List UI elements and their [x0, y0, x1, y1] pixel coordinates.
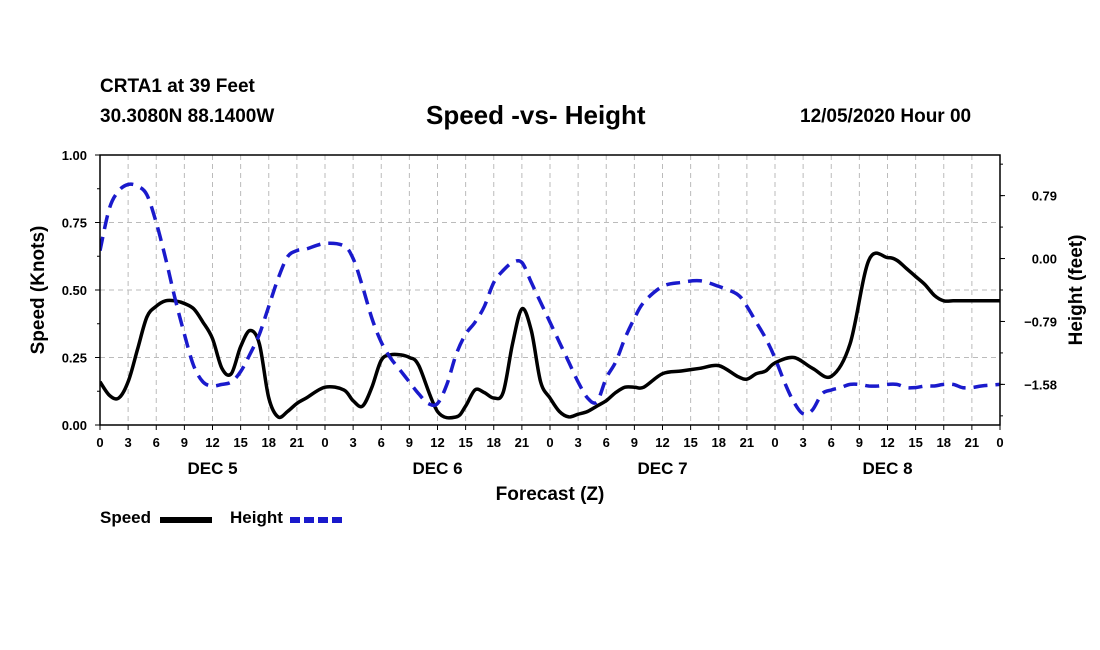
y-tick-label: 0.00 — [62, 418, 87, 433]
x-tick-label: 0 — [321, 435, 328, 450]
series-layer — [100, 182, 1000, 420]
x-tick-label: 9 — [856, 435, 863, 450]
y-tick-label: 0.50 — [62, 283, 87, 298]
day-label: DEC 8 — [862, 459, 912, 478]
x-tick-label: 18 — [487, 435, 501, 450]
y-tick-label: 1.00 — [62, 148, 87, 163]
x-tick-label: 3 — [125, 435, 132, 450]
y2-tick-label: 0.00 — [1032, 252, 1057, 267]
x-tick-label: 9 — [631, 435, 638, 450]
x-tick-label: 6 — [828, 435, 835, 450]
x-tick-label: 15 — [908, 435, 922, 450]
x-tick-label: 21 — [965, 435, 979, 450]
x-tick-label: 12 — [430, 435, 444, 450]
x-tick-label: 12 — [205, 435, 219, 450]
x-tick-label: 15 — [683, 435, 697, 450]
x-tick-label: 0 — [546, 435, 553, 450]
x-tick-label: 15 — [458, 435, 472, 450]
x-tick-label: 18 — [712, 435, 726, 450]
x-tick-label: 12 — [655, 435, 669, 450]
y2-tick-label: −1.58 — [1024, 377, 1057, 392]
station-title: CRTA1 at 39 Feet — [100, 76, 255, 97]
forecast-datetime: 12/05/2020 Hour 00 — [800, 106, 972, 127]
x-tick-label: 21 — [290, 435, 304, 450]
day-label: DEC 7 — [637, 459, 687, 478]
x-tick-label: 21 — [515, 435, 529, 450]
grid — [100, 155, 1000, 425]
x-tick-label: 21 — [740, 435, 754, 450]
legend-speed-label: Speed — [100, 508, 152, 527]
x-tick-label: 3 — [575, 435, 582, 450]
x-tick-label: 6 — [378, 435, 385, 450]
x-tick-label: 6 — [153, 435, 160, 450]
x-tick-label: 0 — [996, 435, 1003, 450]
y-tick-label: 0.75 — [62, 216, 87, 231]
y2-axis-title: Height (feet) — [1066, 235, 1087, 346]
x-tick-label: 18 — [262, 435, 276, 450]
station-coordinates: 30.3080N 88.1400W — [100, 106, 275, 127]
x-tick-label: 6 — [603, 435, 610, 450]
axes: 0 3 6 9 12 15 18 21 0 3 6 9 12 15 18 21 0 3 6 9 12 15 18 21 0 3 6 9… — [28, 148, 1087, 505]
x-tick-label: 9 — [406, 435, 413, 450]
speed-series-line — [100, 251, 1000, 420]
x-tick-label: 12 — [880, 435, 894, 450]
legend-height-label: Height — [230, 508, 283, 527]
y-tick-label: 0.25 — [62, 351, 87, 366]
x-tick-label: 9 — [181, 435, 188, 450]
x-axis-title: Forecast (Z) — [496, 484, 605, 505]
x-tick-label: 15 — [233, 435, 247, 450]
day-label: DEC 6 — [412, 459, 462, 478]
x-tick-label: 0 — [771, 435, 778, 450]
day-label: DEC 5 — [187, 459, 237, 478]
height-series-line — [100, 182, 1000, 416]
chart-title: Speed -vs- Height — [426, 100, 646, 130]
x-tick-label: 18 — [937, 435, 951, 450]
y2-tick-label: 0.79 — [1032, 189, 1057, 204]
x-tick-label: 3 — [350, 435, 357, 450]
x-tick-label: 0 — [96, 435, 103, 450]
x-tick-label: 3 — [800, 435, 807, 450]
y-axis-title: Speed (Knots) — [28, 226, 49, 355]
y2-tick-label: −0.79 — [1024, 314, 1057, 329]
